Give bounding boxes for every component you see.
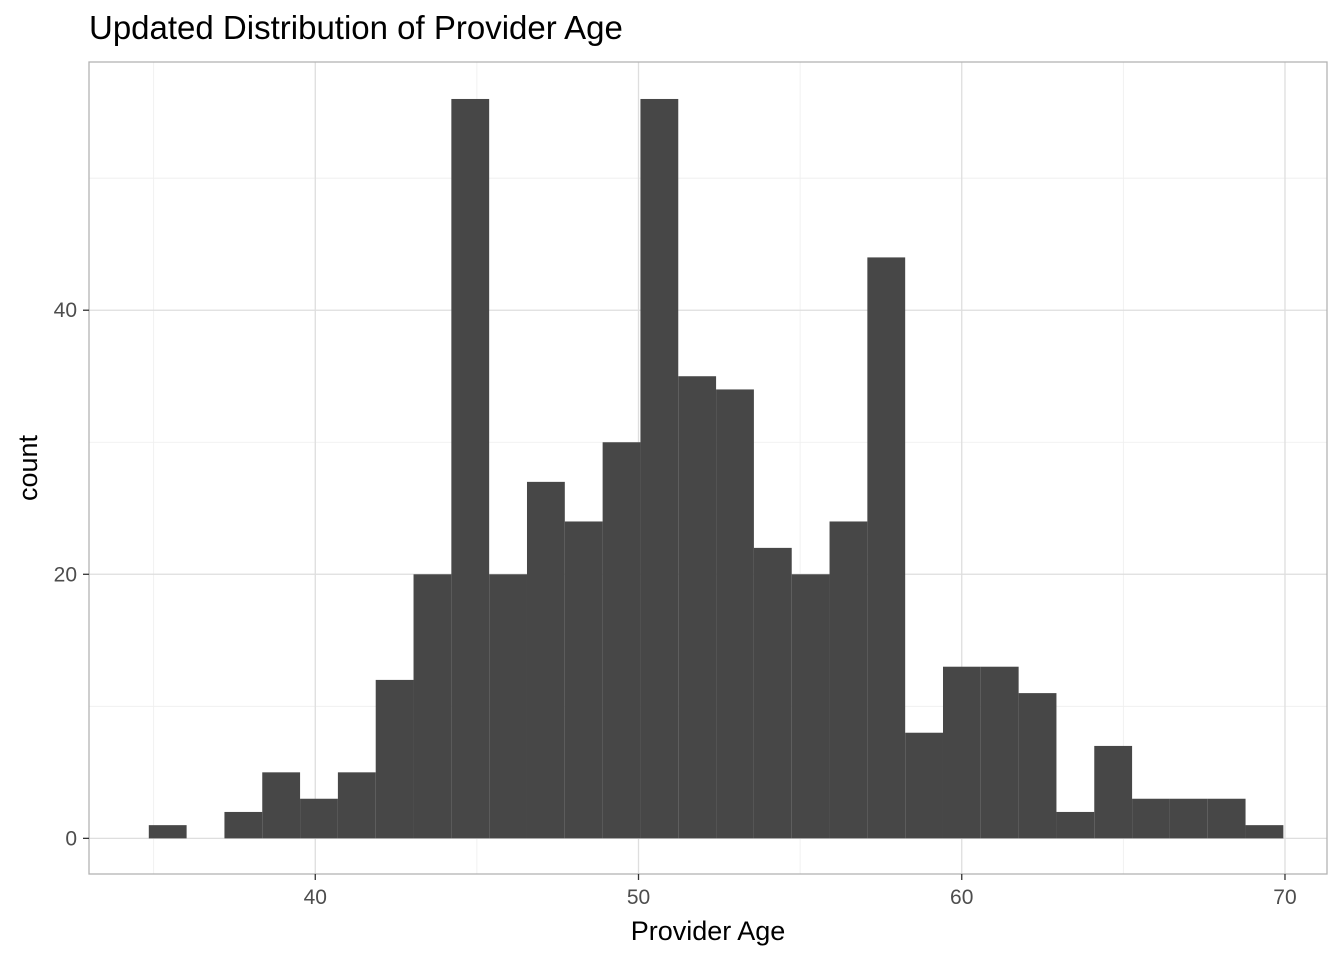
histogram-bar	[300, 798, 338, 839]
y-axis-title: count	[13, 434, 43, 501]
histogram-bar	[1056, 811, 1095, 839]
histogram-bar	[337, 772, 376, 839]
x-axis-title: Provider Age	[631, 916, 786, 946]
x-axis: 40 50 60 70	[304, 874, 1297, 909]
histogram-bar	[1245, 825, 1284, 839]
histogram-bar	[1094, 745, 1133, 839]
histogram-bar	[829, 521, 868, 839]
y-axis: 0 20 40	[54, 299, 89, 850]
chart-title: Updated Distribution of Provider Age	[89, 9, 623, 46]
y-tick-label: 20	[54, 563, 77, 586]
histogram-bar	[678, 376, 717, 839]
histogram-bar	[980, 666, 1019, 839]
histogram-bar	[905, 732, 943, 839]
histogram-bar	[224, 811, 263, 839]
x-tick-label: 50	[627, 886, 650, 909]
histogram-bar	[451, 98, 490, 839]
histogram-bar	[1207, 798, 1246, 839]
panel-border	[88, 61, 1328, 875]
histogram-bar	[413, 574, 452, 839]
histogram-bar	[526, 481, 565, 839]
histogram-bar	[716, 389, 754, 839]
histogram-bar	[942, 666, 981, 839]
histogram-bar	[1132, 798, 1170, 839]
histogram-bar	[1169, 798, 1208, 839]
histogram-bar	[148, 825, 187, 839]
histogram-bar	[791, 574, 830, 839]
histogram-bar	[867, 257, 906, 839]
y-tick-label: 0	[65, 827, 77, 850]
x-tick-label: 70	[1273, 886, 1296, 909]
histogram-bar	[640, 98, 679, 839]
histogram-bar	[1018, 693, 1057, 839]
histogram-bar	[564, 521, 603, 839]
histogram-bar	[753, 547, 792, 839]
histogram-bar	[602, 442, 641, 839]
histogram-bar	[375, 679, 414, 839]
histogram-bars	[148, 98, 1284, 839]
y-tick-label: 40	[54, 299, 77, 322]
x-tick-label: 40	[304, 886, 327, 909]
histogram-bar	[262, 772, 301, 839]
histogram-bar	[489, 574, 527, 839]
x-tick-label: 60	[950, 886, 973, 909]
